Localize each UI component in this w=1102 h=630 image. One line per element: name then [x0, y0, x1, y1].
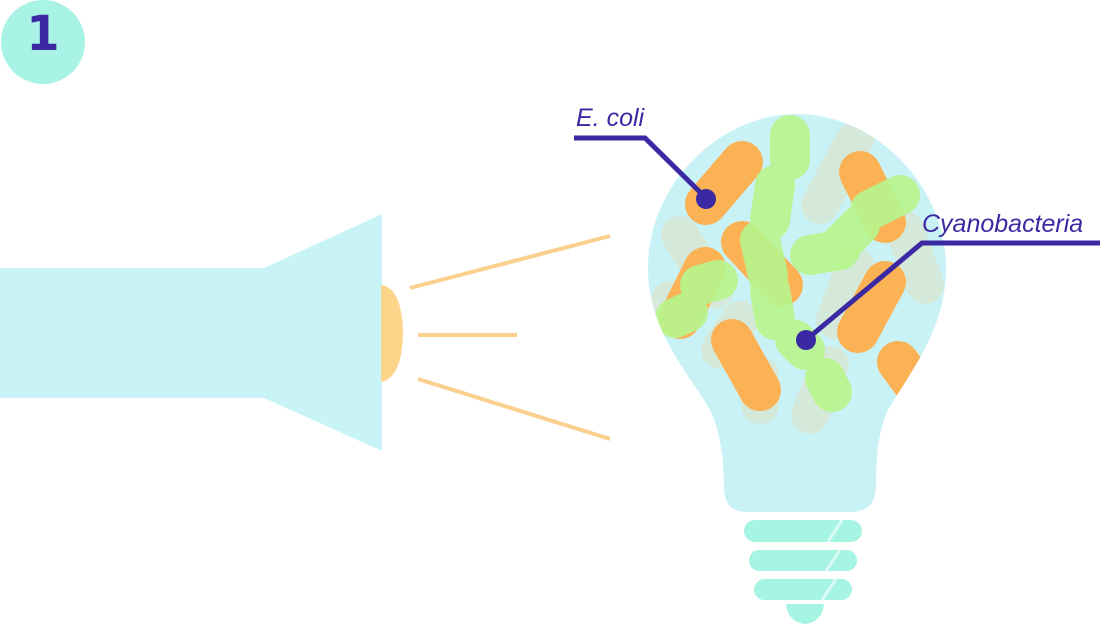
cyano-cell: [655, 292, 708, 338]
cyano-cell: [680, 260, 738, 305]
ecoli-leader-line: [574, 135, 708, 200]
flashlight-lens: [381, 285, 403, 382]
light-bulb-icon: [648, 114, 946, 624]
ecoli-pointer-dot: [696, 189, 716, 209]
bulb-tip: [786, 604, 824, 624]
cyano-pointer-dot: [796, 330, 816, 350]
faded-cell: [886, 211, 944, 304]
step-number: 1: [26, 6, 60, 62]
step-badge-circle: [1, 0, 85, 84]
bulb-thread-2: [749, 550, 857, 571]
ecoli-cell: [837, 261, 906, 353]
step-badge: 1: [0, 0, 86, 84]
light-beams: [409, 234, 611, 441]
cyano-cell: [750, 270, 795, 340]
ecoli-cell: [711, 319, 781, 411]
cyano-leader-line: [804, 240, 1100, 342]
base-highlights: [820, 519, 844, 601]
flashlight-head: [264, 214, 382, 451]
ecoli-label: E. coli: [576, 104, 645, 132]
ecoli-cell: [877, 341, 936, 406]
flashlight-icon: [0, 214, 403, 451]
bulb-base: [744, 519, 862, 624]
cyano-cell: [750, 165, 795, 240]
cyanobacteria-label: Cyanobacteria: [922, 210, 1084, 238]
beam-bottom: [417, 377, 611, 441]
beam-top: [409, 234, 611, 290]
cyano-cell: [850, 175, 920, 230]
bulb-thread-1: [744, 520, 862, 542]
cyano-cell: [820, 205, 880, 265]
flashlight-body: [0, 268, 268, 398]
faded-cell: [801, 121, 874, 224]
leader-lines: [574, 135, 1100, 342]
cyano-cell: [805, 358, 852, 412]
cyano-cells: [655, 115, 920, 412]
bacteria-cells: [651, 115, 944, 434]
bulb-thread-3: [754, 579, 852, 600]
cyano-cell: [740, 220, 788, 295]
